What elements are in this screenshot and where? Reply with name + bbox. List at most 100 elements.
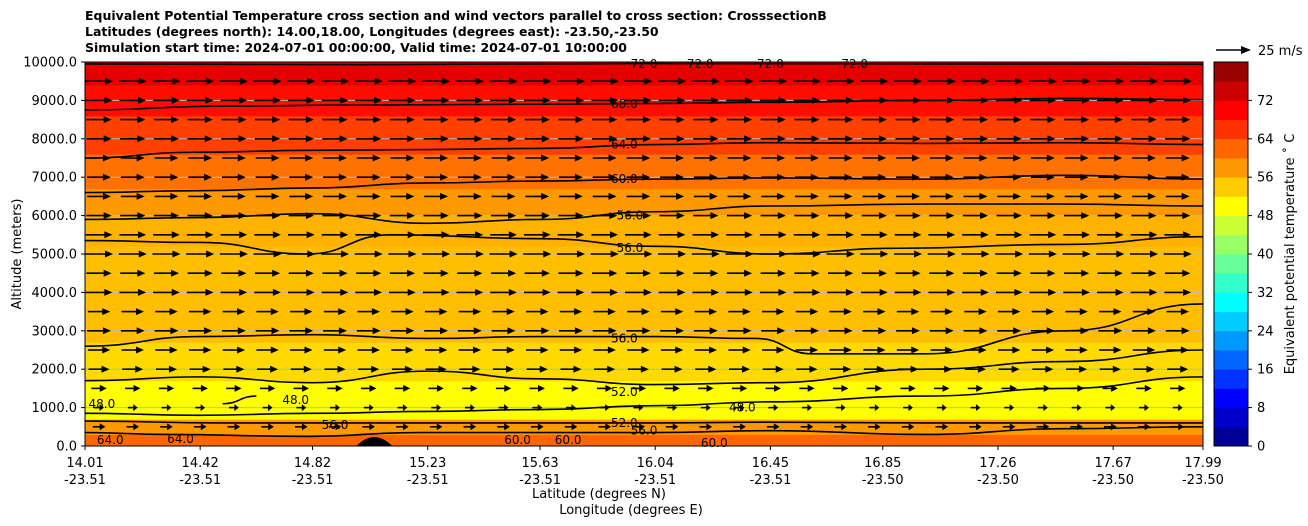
wind-vector (659, 212, 685, 220)
wind-vector-head (339, 116, 348, 124)
x-tick-lon-label: -23.51 (407, 473, 449, 488)
wind-vector (894, 250, 923, 258)
wind-vector-head (946, 116, 955, 124)
colorbar-segment (1214, 369, 1248, 389)
wind-vector (120, 154, 145, 162)
wind-vector (228, 404, 239, 412)
contour-label: 72.0 (631, 57, 658, 71)
wind-vector (1030, 116, 1056, 124)
wind-vector-head (268, 423, 274, 431)
wind-vector (559, 173, 583, 181)
wind-vector-head (607, 308, 616, 316)
wind-vector (759, 231, 787, 239)
wind-vector (861, 269, 887, 277)
wind-vector-head (878, 327, 887, 335)
wind-vector-head (640, 365, 649, 373)
wind-vector-head (339, 135, 348, 143)
wind-vector-head (373, 212, 382, 220)
wind-vector (288, 269, 314, 277)
wind-vector-head (170, 327, 179, 335)
wind-vector-head (540, 346, 549, 354)
wind-vector (826, 77, 855, 85)
wind-vector (324, 365, 346, 373)
wind-vector-head (440, 327, 449, 335)
wind-vector-head (1114, 192, 1123, 200)
wind-vector (729, 365, 751, 373)
wind-vector (626, 327, 651, 335)
wind-vector-head (1111, 384, 1119, 392)
wind-vector (389, 288, 416, 296)
wind-vector-head (133, 404, 138, 412)
wind-vector-head (1110, 404, 1116, 412)
wind-vector-head (135, 308, 144, 316)
wind-vector (155, 365, 177, 373)
wind-vector (288, 212, 314, 220)
wind-vector-head (439, 346, 448, 354)
contour-line (85, 426, 1203, 438)
wind-vector-head (877, 308, 886, 316)
wind-vector (728, 346, 751, 354)
wind-vector (794, 269, 820, 277)
wind-vector-head (506, 365, 515, 373)
wind-vector-head (205, 96, 214, 104)
wind-vector-head (169, 308, 178, 316)
wind-vector (296, 404, 307, 412)
wind-vector-head (539, 365, 548, 373)
wind-vector (693, 173, 718, 181)
wind-vector-head (978, 346, 987, 354)
wind-vector-head (1009, 384, 1017, 392)
wind-vector-head (575, 212, 584, 220)
wind-vector (1064, 154, 1089, 162)
wind-vector-head (576, 288, 585, 296)
wind-vector-head (205, 288, 214, 296)
wind-vector-head (167, 423, 173, 431)
wind-vector (759, 288, 787, 296)
wind-vector-head (506, 346, 515, 354)
wind-vector-head (1048, 231, 1057, 239)
wind-vector (700, 404, 711, 412)
wind-vector-head (103, 135, 112, 143)
wind-vector (424, 154, 449, 162)
wind-vector (523, 250, 552, 258)
wind-vector-head (407, 231, 416, 239)
x-tick-lon-label: -23.50 (977, 473, 1019, 488)
wind-vector (830, 365, 852, 373)
wind-vector (186, 77, 215, 85)
wind-vector-head (745, 250, 754, 258)
wind-vector (658, 231, 686, 239)
wind-vector-head (440, 192, 449, 200)
wind-vector (726, 96, 753, 104)
wind-vector (262, 404, 273, 412)
wind-vector-head (272, 116, 281, 124)
wind-vector-head (102, 327, 111, 335)
wind-vector-head (237, 154, 246, 162)
wind-vector (330, 404, 340, 412)
wind-vector-head (745, 77, 754, 85)
wind-vector (357, 308, 380, 316)
wind-vector-head (946, 135, 955, 143)
wind-vector (287, 288, 315, 296)
wind-vector (390, 154, 415, 162)
wind-vector-head (777, 116, 786, 124)
wind-vector-head (470, 423, 477, 431)
wind-vector (564, 423, 578, 431)
wind-vector (358, 365, 380, 373)
colorbar-tick-label: 64 (1257, 132, 1274, 147)
wind-vector (154, 173, 179, 181)
contour-label: 68.0 (611, 97, 638, 111)
wind-vector-head (609, 288, 618, 296)
wind-vector-head (942, 423, 949, 431)
wind-vector (692, 288, 720, 296)
wind-vector-head (1181, 192, 1190, 200)
wind-vector (658, 250, 687, 258)
wind-vector-head (440, 154, 449, 162)
wind-vector-head (911, 308, 920, 316)
wind-vectors (85, 77, 1192, 431)
wind-vector (91, 384, 107, 392)
wind-vector (492, 308, 515, 316)
wind-vector (863, 308, 886, 316)
wind-vector (896, 154, 920, 162)
wind-vector (223, 365, 245, 373)
wind-vector-head (672, 423, 679, 431)
wind-vector (491, 173, 516, 181)
